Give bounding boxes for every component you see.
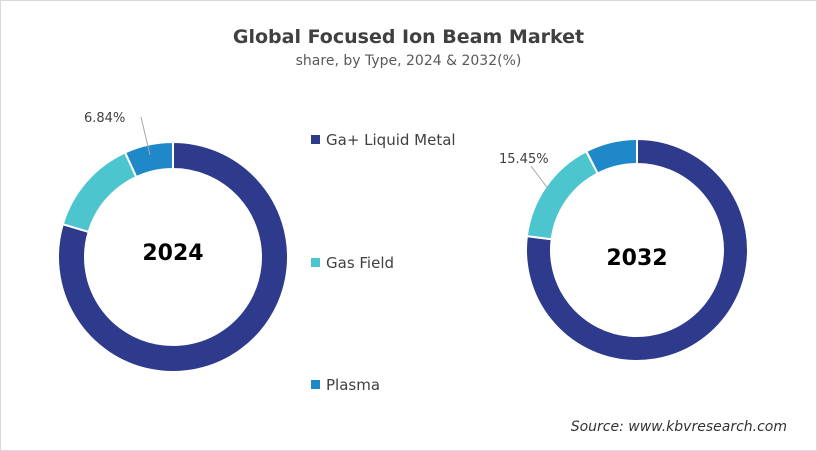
legend-label-plasma: Plasma [326, 376, 380, 394]
legend-swatch-gas-field [311, 258, 320, 267]
data-label-2032: 15.45% [499, 152, 549, 167]
legend-swatch-ga-liquid-metal [311, 135, 320, 144]
legend-label-gas-field: Gas Field [326, 254, 394, 272]
donut-slice-2024-plasma [123, 140, 174, 179]
source-note: Source: www.kbvresearch.com [570, 419, 787, 435]
donut-center-label-2032: 2032 [606, 246, 667, 271]
legend-label-ga-liquid-metal: Ga+ Liquid Metal [326, 131, 456, 149]
legend-swatch-plasma [311, 380, 320, 389]
leader-line-2024 [140, 116, 151, 156]
donut-center-label-2024: 2024 [142, 241, 203, 266]
chart-title: Global Focused Ion Beam Market [232, 26, 585, 48]
donut-slice-2024-ga-liquid-metal [57, 140, 289, 373]
leader-line-2032 [530, 165, 550, 191]
donut-slice-2024-gas-field [61, 151, 138, 234]
chart-subtitle: share, by Type, 2024 & 2032(%) [295, 53, 522, 69]
data-label-2024: 6.84% [84, 111, 125, 126]
donut-slice-2032-ga-liquid-metal [525, 137, 749, 362]
donut-slice-2032-plasma [584, 137, 638, 175]
